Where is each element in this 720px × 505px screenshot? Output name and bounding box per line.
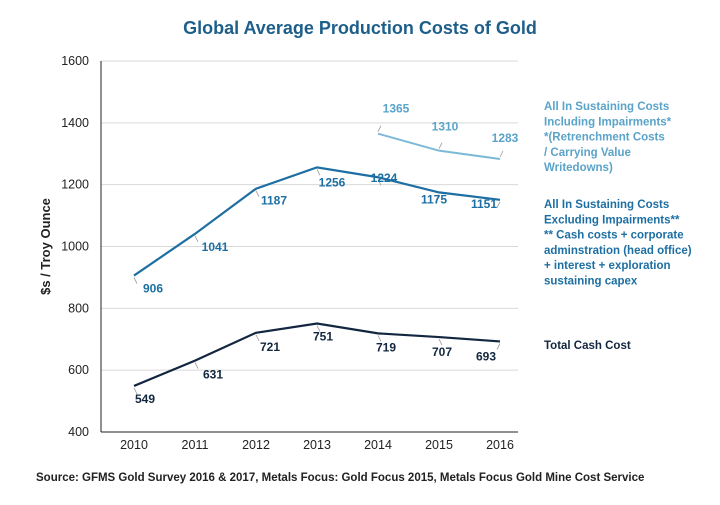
data-label-leader [499,150,504,158]
chart-title: Global Average Production Costs of Gold [183,18,537,38]
y-tick-label: 400 [68,425,89,439]
y-tick-label: 800 [68,301,89,315]
series-annotation-aisc_excl: Excluding Impairments** [544,214,680,226]
x-tick-label: 2011 [182,438,209,452]
data-label: 1041 [202,240,229,254]
series-line-cash_cost [133,322,501,387]
series-annotation-aisc_excl: adminstration (head office) [544,245,692,257]
data-label: 693 [476,349,496,363]
data-label-leader [496,201,501,208]
y-tick-label: 1000 [61,240,89,254]
series-annotation-aisc_incl: Writedowns) [544,162,613,174]
y-tick-label: 1400 [61,116,89,130]
data-label: 1175 [421,192,447,206]
data-label: 1224 [371,171,398,185]
data-label-leader [133,387,138,395]
series-annotation-aisc_incl: *(Retrenchment Costs [544,132,665,144]
x-tick-label: 2013 [303,438,331,452]
data-label: 1151 [471,197,497,211]
data-label-leader [377,179,382,186]
data-label-leader [194,362,199,369]
data-label-leader [438,142,443,149]
series-annotation-aisc_excl: sustaining capex [544,276,638,288]
x-tick-label: 2015 [425,438,453,452]
data-label: 707 [432,345,452,359]
data-label: 906 [143,282,163,296]
data-label-leader [255,190,260,197]
data-label-leader [255,334,260,341]
source-note: Source: GFMS Gold Survey 2016 & 2017, Me… [36,472,644,484]
y-tick-label: 1600 [61,54,89,68]
y-tick-label: 600 [68,363,89,377]
series-line-aisc_incl [377,132,501,160]
series-annotation-aisc_excl: All In Sustaining Costs [544,199,669,211]
data-label-leader [194,235,199,243]
data-label-leader [377,335,382,342]
data-label: 549 [135,392,155,406]
series-annotation-aisc_incl: Including Impairments* [544,116,672,128]
y-axis-label: $s / Troy Ounce [38,198,53,295]
series-annotation-aisc_incl: All In Sustaining Costs [544,101,669,113]
data-label: 721 [260,340,280,354]
x-tick-label: 2012 [242,438,270,452]
series-annotation-aisc_excl: + interest + exploration [544,260,671,272]
x-tick-label: 2016 [486,438,514,452]
series-line-aisc_excl [133,166,501,277]
x-tick-label: 2014 [364,438,392,452]
data-label-leader [316,325,321,332]
data-label: 1283 [492,131,519,145]
data-label-leader [496,343,501,350]
series-annotation-aisc_excl: ** Cash costs + corporate [544,230,684,242]
series-annotation-aisc_incl: / Carrying Value [544,147,631,159]
data-label: 1310 [432,120,459,134]
data-label: 1256 [319,175,346,189]
y-tick-label: 1200 [61,178,89,192]
data-label: 631 [203,368,223,382]
x-tick-label: 2010 [120,438,148,452]
data-label: 719 [376,340,396,354]
data-label-leader [435,194,440,201]
data-label: 1187 [261,194,287,208]
data-label-leader [377,125,382,132]
data-label-leader [133,277,138,284]
data-label: 751 [313,329,333,343]
data-label-leader [316,169,321,176]
data-label-leader [438,338,443,346]
series-annotation-cash_cost: Total Cash Cost [544,340,631,352]
data-label: 1365 [383,102,410,116]
